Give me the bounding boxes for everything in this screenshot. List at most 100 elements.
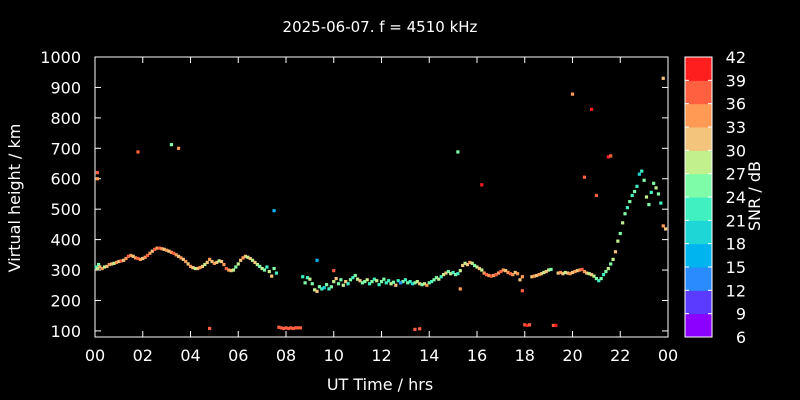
x-tick-label: 08	[276, 346, 296, 365]
data-point	[594, 193, 598, 198]
data-point	[375, 279, 379, 283]
data-point	[110, 262, 114, 266]
data-point	[348, 278, 353, 282]
data-point	[661, 76, 665, 80]
data-point	[372, 277, 376, 281]
colorbar-tick-label: 24	[726, 188, 746, 207]
data-point	[551, 323, 555, 328]
data-point	[637, 172, 641, 176]
y-tick-label: 100	[50, 322, 81, 341]
data-point	[279, 326, 283, 330]
data-point	[606, 266, 610, 271]
data-point	[609, 154, 613, 158]
data-point	[200, 264, 205, 268]
data-point	[415, 280, 419, 284]
x-tick-label: 10	[324, 346, 344, 365]
data-point	[523, 323, 527, 327]
data-point	[441, 273, 446, 277]
data-point	[582, 269, 587, 274]
data-point	[568, 272, 572, 276]
data-point	[554, 323, 558, 328]
data-point	[511, 273, 515, 277]
data-point	[150, 249, 154, 253]
data-point	[535, 273, 539, 278]
data-point	[504, 269, 508, 273]
data-point	[628, 199, 632, 204]
data-point	[153, 247, 157, 251]
data-point	[131, 254, 135, 258]
data-point	[332, 280, 336, 284]
data-point	[506, 270, 510, 275]
data-point	[432, 278, 436, 282]
y-tick-label: 800	[50, 109, 81, 128]
data-point	[532, 274, 536, 278]
data-point	[339, 278, 343, 282]
data-point	[456, 150, 460, 154]
data-point	[272, 209, 276, 213]
data-point	[258, 264, 262, 268]
colorbar-segment	[685, 57, 712, 81]
data-point	[160, 247, 164, 251]
data-point	[563, 270, 567, 275]
data-point	[358, 279, 362, 283]
data-point	[530, 275, 534, 279]
data-point	[418, 327, 422, 331]
data-point	[458, 287, 462, 291]
data-point	[518, 278, 522, 282]
data-point	[96, 262, 101, 267]
data-point	[601, 273, 606, 277]
data-point	[573, 269, 577, 274]
data-point	[303, 281, 307, 285]
data-point	[191, 266, 195, 270]
data-point	[473, 263, 477, 268]
colorbar-tick-label: 36	[726, 95, 746, 114]
data-point	[632, 189, 637, 194]
x-tick-label: 18	[515, 346, 535, 365]
data-point	[377, 283, 381, 287]
data-point	[167, 249, 171, 253]
data-point	[640, 169, 644, 173]
colorbar-tick-label: 42	[726, 48, 746, 67]
data-point	[222, 262, 226, 267]
data-point	[623, 212, 627, 216]
data-point	[172, 251, 176, 255]
y-tick-label: 600	[50, 170, 81, 189]
data-point	[265, 265, 269, 269]
data-point	[212, 261, 216, 265]
data-point	[203, 262, 207, 267]
y-tick-label: 200	[50, 291, 81, 310]
data-point	[659, 201, 663, 205]
data-point	[463, 261, 467, 265]
data-point	[320, 287, 324, 291]
data-point	[370, 280, 374, 284]
x-tick-label: 04	[180, 346, 200, 365]
data-point	[169, 143, 173, 147]
data-point	[301, 275, 305, 279]
colorbar-tick-label: 15	[726, 258, 746, 277]
data-point	[606, 155, 610, 159]
data-point	[434, 276, 439, 280]
colorbar-segment	[685, 80, 712, 105]
data-point	[231, 268, 236, 272]
data-point	[410, 282, 415, 286]
data-point	[585, 271, 589, 275]
data-point	[396, 279, 400, 283]
data-point	[241, 256, 245, 260]
data-point	[208, 257, 212, 261]
data-point	[360, 281, 364, 285]
data-point	[549, 267, 553, 272]
colorbar-segment	[685, 220, 712, 245]
data-point	[413, 327, 417, 331]
data-point	[332, 269, 336, 273]
data-point	[437, 277, 441, 281]
colorbar-tick-label: 21	[726, 211, 746, 230]
data-point	[155, 246, 159, 250]
data-point	[649, 190, 653, 195]
data-point	[138, 257, 142, 261]
data-point	[520, 289, 524, 293]
data-point	[406, 281, 410, 285]
data-point	[561, 272, 565, 276]
colorbar-segment	[685, 127, 712, 151]
data-point	[107, 262, 111, 267]
data-point	[239, 258, 243, 262]
